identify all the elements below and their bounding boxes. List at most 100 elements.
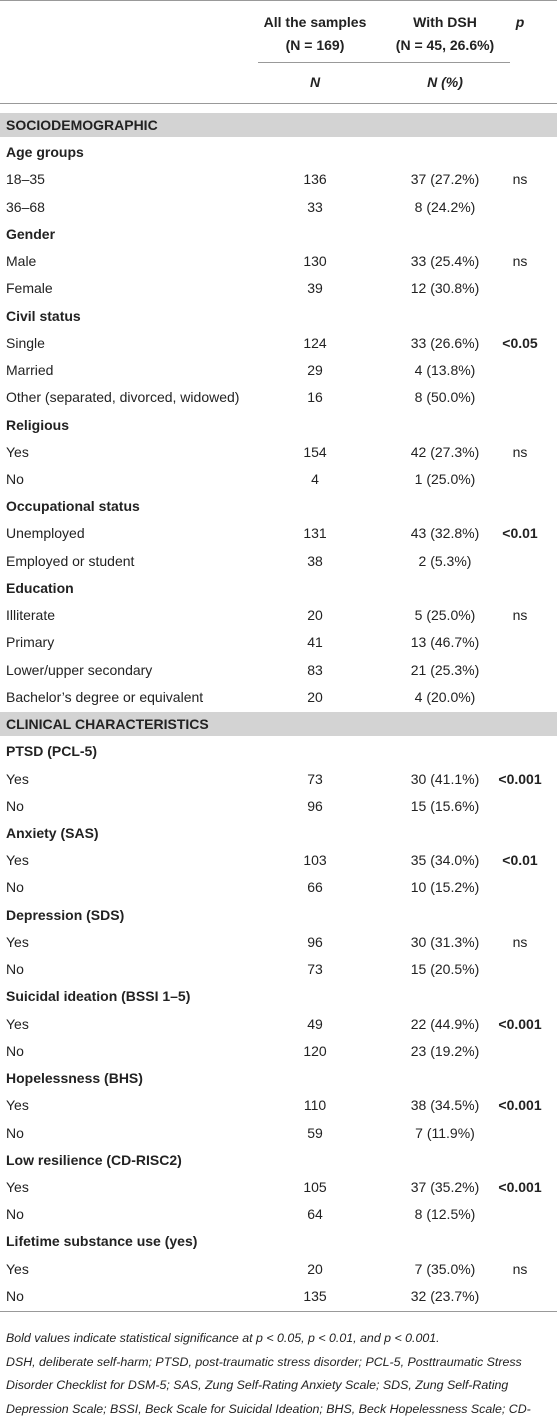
cell-dsh: 21 (25.3%) [410, 661, 480, 678]
cell-p: ns [512, 171, 528, 188]
cell-dsh: 7 (35.0%) [414, 1260, 476, 1277]
cell-dsh: 15 (20.5%) [410, 961, 480, 978]
row-label: No [6, 1206, 24, 1223]
cell-dsh: 4 (13.8%) [414, 362, 476, 379]
cell-dsh: 13 (46.7%) [410, 634, 480, 651]
cell-p: ns [512, 443, 528, 460]
cell-n: 83 [307, 661, 323, 678]
cell-n: 64 [307, 1206, 323, 1223]
row-label: 18–35 [6, 171, 45, 188]
cell-dsh: 1 (25.0%) [414, 470, 476, 487]
group-title: Gender [6, 225, 56, 242]
group-title: Suicidal ideation (BSSI 1–5) [6, 988, 191, 1005]
cell-n: 20 [307, 1260, 323, 1277]
cell-n: 38 [307, 552, 323, 569]
cell-dsh: 37 (27.2%) [410, 171, 480, 188]
row-label: Illiterate [6, 607, 56, 624]
row-label: No [6, 1124, 24, 1141]
cell-p: <0.05 [502, 334, 538, 351]
cell-n: 16 [307, 389, 323, 406]
cell-n: 135 [303, 1287, 327, 1304]
cell-n: 29 [307, 362, 323, 379]
cell-n: 20 [307, 607, 323, 624]
cell-n: 96 [307, 933, 323, 950]
row-label: Unemployed [6, 525, 85, 542]
cell-n: 154 [303, 443, 327, 460]
group-title: PTSD (PCL-5) [6, 743, 97, 760]
cell-n: 96 [307, 797, 323, 814]
cell-dsh: 38 (34.5%) [410, 1097, 480, 1114]
row-label: No [6, 797, 24, 814]
group-title: Religious [6, 416, 70, 433]
group-title: Low resilience (CD-RISC2) [6, 1151, 182, 1168]
cell-n: 105 [303, 1178, 327, 1195]
row-label: Yes [6, 852, 29, 869]
cell-dsh: 23 (19.2%) [410, 1042, 480, 1059]
group-title: Occupational status [6, 498, 140, 515]
row-label: No [6, 879, 24, 896]
cell-p: <0.001 [498, 1015, 542, 1032]
cell-dsh: 8 (24.2%) [414, 198, 476, 215]
section-band [0, 712, 557, 737]
cell-p: <0.001 [498, 1178, 542, 1195]
cell-dsh: 15 (15.6%) [410, 797, 480, 814]
cell-n: 136 [303, 171, 327, 188]
cell-dsh: 33 (26.6%) [410, 334, 480, 351]
row-label: Yes [6, 933, 29, 950]
row-label: Yes [6, 1178, 29, 1195]
cell-n: 39 [307, 280, 323, 297]
cell-dsh: 4 (20.0%) [414, 688, 476, 705]
cell-p: ns [512, 607, 528, 624]
cell-dsh: 37 (35.2%) [410, 1178, 480, 1195]
cell-p: ns [512, 1260, 528, 1277]
cell-n: 124 [303, 334, 327, 351]
cell-dsh: 32 (23.7%) [410, 1287, 480, 1304]
footnote-text: DSH, deliberate self-harm; PTSD, post-tr… [6, 1354, 531, 1416]
row-label: Female [6, 280, 53, 297]
row-label: Male [6, 253, 37, 270]
cell-dsh: 2 (5.3%) [418, 552, 472, 569]
row-label: Married [6, 362, 54, 379]
column-header: All the samples [263, 14, 367, 30]
group-title: Education [6, 579, 74, 596]
row-label: Yes [6, 1015, 29, 1032]
footnote: Bold values indicate statistical signifi… [6, 1327, 551, 1423]
column-header: (N = 169) [285, 37, 345, 53]
column-unit: N (%) [427, 74, 463, 90]
group-title: Lifetime substance use (yes) [6, 1233, 198, 1250]
group-title: Anxiety (SAS) [6, 824, 99, 841]
group-title: Depression (SDS) [6, 906, 125, 923]
bottom-rule [0, 1311, 557, 1313]
column-unit: N [309, 74, 321, 90]
cell-n: 49 [307, 1015, 323, 1032]
column-header: With DSH [413, 14, 477, 30]
column-header: p [515, 14, 525, 30]
cell-p: ns [512, 253, 528, 270]
group-title: Age groups [6, 144, 84, 161]
row-label: Employed or student [6, 552, 135, 569]
cell-p: <0.01 [502, 525, 538, 542]
cell-n: 73 [307, 770, 323, 787]
row-label: Single [6, 334, 45, 351]
column-header: (N = 45, 26.6%) [395, 37, 495, 53]
section-title: SOCIODEMOGRAPHIC [6, 117, 158, 133]
footnote-text: Bold values indicate statistical signifi… [6, 1331, 440, 1345]
cell-dsh: 8 (50.0%) [414, 389, 476, 406]
header-subrule [258, 62, 510, 63]
cell-dsh: 33 (25.4%) [410, 253, 480, 270]
row-label: 36–68 [6, 198, 45, 215]
cell-n: 59 [307, 1124, 323, 1141]
cell-dsh: 42 (27.3%) [410, 443, 480, 460]
cell-n: 66 [307, 879, 323, 896]
row-label: No [6, 1287, 24, 1304]
cell-dsh: 30 (31.3%) [410, 933, 480, 950]
row-label: Lower/upper secondary [6, 661, 153, 678]
cell-dsh: 8 (12.5%) [414, 1206, 476, 1223]
cell-n: 120 [303, 1042, 327, 1059]
cell-n: 130 [303, 253, 327, 270]
cell-p: <0.01 [502, 852, 538, 869]
cell-dsh: 12 (30.8%) [410, 280, 480, 297]
row-label: Bachelor’s degree or equivalent [6, 688, 204, 705]
row-label: Primary [6, 634, 55, 651]
